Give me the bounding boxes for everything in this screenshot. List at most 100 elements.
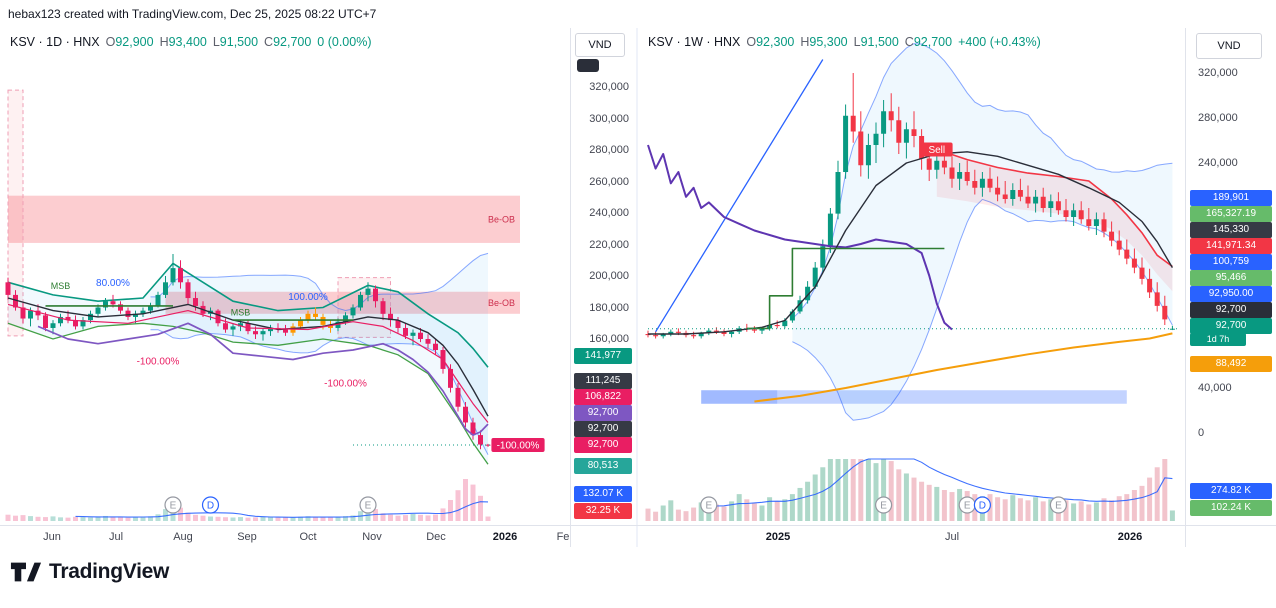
time-axis[interactable]: Jun Jul Aug Sep Oct Nov Dec 2026 Fe 2025 Jul 2026: [0, 525, 1276, 548]
currency-button[interactable]: VND: [1196, 33, 1262, 59]
candle-body: [230, 326, 236, 330]
event-marker[interactable]: E: [359, 496, 377, 514]
volume-bar: [858, 459, 864, 521]
volume-bar: [1017, 498, 1023, 521]
currency-button[interactable]: VND: [575, 33, 625, 57]
symbol-title[interactable]: KSV · 1W · HNX: [648, 35, 741, 49]
candle-body: [789, 311, 795, 321]
candle-body: [110, 301, 116, 305]
bollinger-upper: [792, 43, 1173, 319]
axis-settings-button[interactable]: [577, 59, 599, 72]
ma-fast-line: [7, 303, 489, 423]
high-label: H: [159, 35, 169, 49]
volume-bar: [903, 473, 909, 521]
candle-body: [759, 328, 765, 331]
symbol-title[interactable]: KSV · 1D · HNX: [10, 35, 100, 49]
volume-bar: [290, 517, 296, 521]
candle-body: [675, 331, 681, 333]
weekly-price-axis[interactable]: VND 320,000 280,000 240,000 40,000 0 189,901 1…: [1185, 28, 1276, 547]
zone: [701, 390, 778, 404]
svg-text:E: E: [964, 501, 971, 512]
volume-bar: [1101, 498, 1107, 521]
volume-bar: [13, 515, 18, 521]
price-tick: 160,000: [589, 333, 629, 345]
volume-bar: [1086, 504, 1092, 521]
candle-body: [260, 331, 266, 335]
volume-bar: [736, 494, 742, 521]
daily-plot-svg[interactable]: Be-OB Be-OB MSB MSB 80.00% 100.00% -100.00% -10…: [0, 28, 570, 525]
event-marker[interactable]: E: [875, 496, 893, 514]
volume-bar: [1078, 501, 1084, 521]
annotation-text: 100.00%: [288, 292, 328, 303]
candle-body: [163, 282, 168, 295]
volume-bar: [403, 515, 408, 521]
candle-body: [843, 115, 849, 172]
volume-bar: [380, 513, 386, 521]
volume-bar: [850, 459, 856, 521]
candle-body: [478, 435, 483, 445]
candle-body: [268, 327, 273, 332]
volume-bar: [335, 516, 341, 521]
price-badge: 102.24 K: [1190, 500, 1272, 516]
annotation-badge: [921, 142, 953, 157]
tradingview-logo-icon: [10, 562, 42, 582]
volume-bar: [95, 516, 101, 521]
close-value: 92,700: [913, 35, 953, 49]
candle-body: [797, 300, 803, 312]
candle-body: [660, 334, 666, 337]
candle-body: [148, 305, 153, 311]
candle-body: [881, 111, 887, 134]
candle-body: [170, 268, 176, 283]
volume-bar: [268, 517, 273, 521]
volume-bar: [5, 514, 11, 521]
time-label: Nov: [362, 531, 382, 543]
daily-price-axis[interactable]: VND 320,000 300,000 280,000 260,000 240,000 2…: [570, 28, 637, 547]
volume-bar: [995, 497, 1001, 521]
volume-bar: [215, 516, 221, 521]
volume-bar: [782, 499, 788, 521]
volume-bar: [949, 492, 955, 521]
candle-body: [850, 115, 856, 132]
candle-body: [979, 178, 985, 188]
tradingview-logo[interactable]: TradingView: [10, 560, 169, 584]
panel-divider: [636, 28, 638, 547]
candle-body: [455, 387, 461, 407]
candle-body: [185, 282, 191, 299]
candle-body: [1025, 196, 1031, 204]
candle-body: [215, 310, 221, 324]
time-label: Fe: [556, 531, 570, 543]
candle-body: [43, 315, 48, 328]
event-marker[interactable]: E: [700, 496, 718, 514]
volume-bar: [140, 516, 146, 521]
ma-long-line: [647, 144, 953, 331]
price-badge: 189,901: [1190, 190, 1272, 206]
event-marker[interactable]: D: [973, 496, 991, 514]
msb-level-line: [746, 247, 945, 330]
volume-bar: [744, 499, 750, 521]
candle-body: [448, 368, 453, 388]
event-marker[interactable]: E: [164, 496, 182, 514]
event-marker[interactable]: E: [958, 496, 976, 514]
svg-text:E: E: [170, 501, 177, 512]
volume-bar: [729, 501, 735, 521]
price-badge: 165,327.19: [1190, 206, 1272, 222]
volume-bar: [934, 486, 940, 521]
price-tick: 240,000: [1198, 157, 1238, 169]
weekly-chart-panel[interactable]: KSV · 1W · HNX O92,300 H95,300 L91,500 C…: [638, 28, 1185, 525]
svg-text:E: E: [705, 501, 712, 512]
price-tick: 240,000: [589, 207, 629, 219]
volume-bar: [313, 517, 318, 521]
price-badge: 106,822: [574, 389, 632, 405]
daily-chart-panel[interactable]: KSV · 1D · HNX O92,900 H93,400 L91,500 C…: [0, 28, 570, 525]
high-label: H: [800, 35, 810, 49]
zone-label: Be-OB: [488, 214, 515, 224]
candle-body: [1063, 210, 1069, 217]
volume-bar: [812, 474, 818, 521]
event-marker[interactable]: D: [201, 496, 220, 514]
candle-body: [155, 294, 161, 306]
event-marker[interactable]: E: [1049, 496, 1067, 514]
volume-bar: [721, 506, 727, 521]
candle-body: [827, 213, 833, 247]
candle-body: [995, 187, 1001, 195]
